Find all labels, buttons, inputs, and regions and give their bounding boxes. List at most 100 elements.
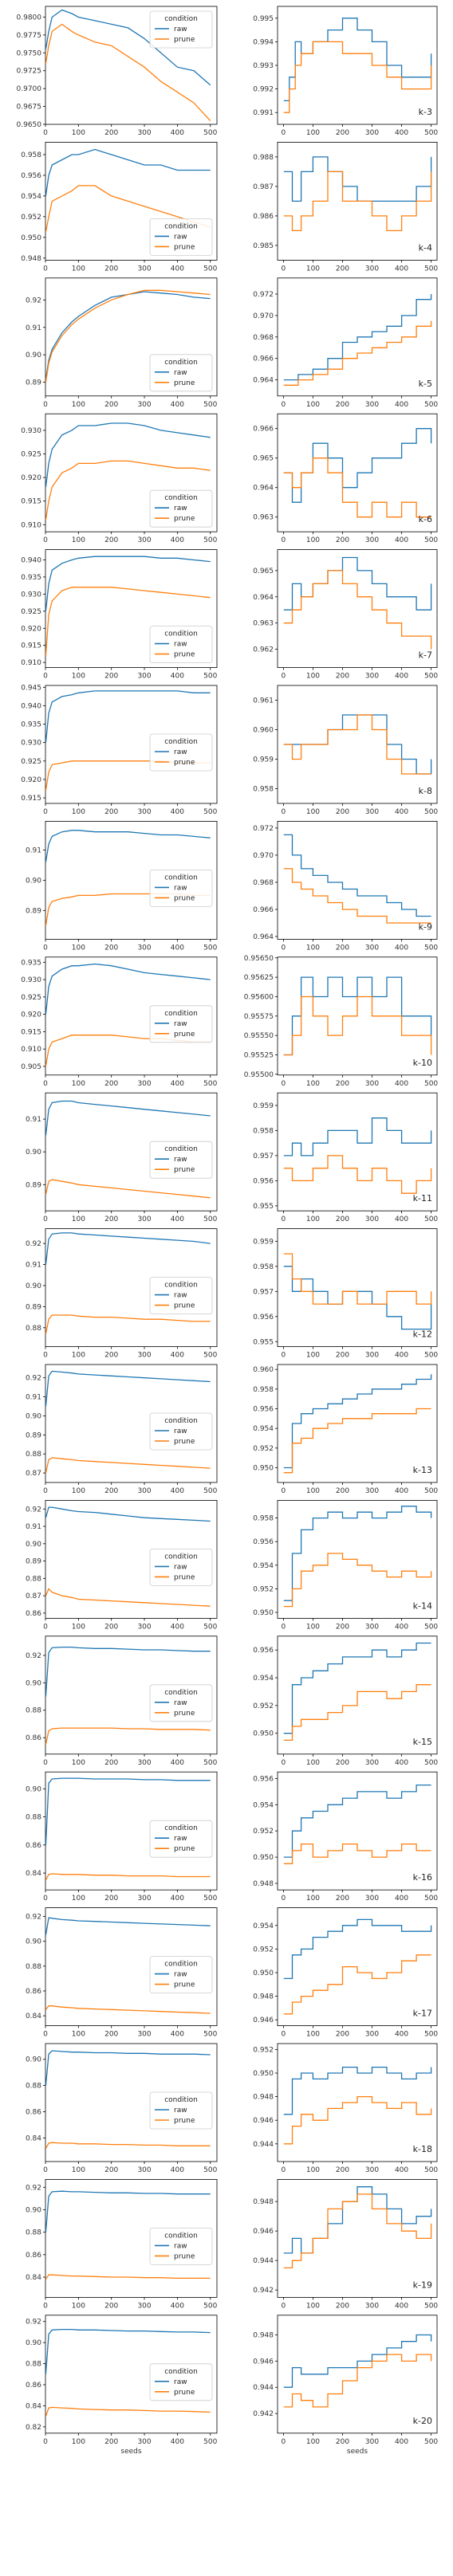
x-tick-label: 400 (171, 2302, 184, 2310)
y-tick-label: 0.955 (253, 1338, 274, 1346)
x-tick-label: 0 (282, 401, 286, 409)
y-tick-label: 0.925 (21, 451, 41, 459)
x-tick-label: 200 (336, 1895, 349, 1903)
y-tick-label: 0.966 (253, 355, 274, 363)
y-tick-label: 0.948 (253, 2198, 274, 2206)
legend-label-prune: prune (174, 894, 195, 902)
x-tick-label: 400 (395, 536, 408, 544)
x-tick-label: 100 (72, 2031, 85, 2039)
x-tick-label: 0 (43, 401, 48, 409)
y-tick-label: 0.89 (26, 1558, 41, 1566)
x-axis-label-left: seeds (120, 2448, 141, 2456)
x-tick-label: 200 (336, 129, 349, 137)
x-tick-label: 400 (395, 401, 408, 409)
x-tick-label: 500 (203, 944, 217, 952)
y-tick-label: 0.950 (253, 1730, 274, 1738)
x-tick-label: 400 (395, 1080, 408, 1088)
y-tick-label: 0.988 (253, 154, 274, 162)
x-tick-label: 200 (336, 265, 349, 273)
panel-label: k-8 (419, 786, 432, 796)
y-tick-label: 0.92 (26, 1375, 41, 1383)
y-tick-label: 0.86 (26, 2382, 41, 2389)
x-tick-label: 400 (171, 401, 184, 409)
y-tick-label: 0.89 (26, 1181, 41, 1189)
x-tick-label: 400 (171, 2031, 184, 2039)
y-tick-label: 0.956 (253, 1647, 274, 1655)
x-tick-label: 0 (43, 944, 48, 952)
series-line-prune (283, 2354, 432, 2408)
legend-label-prune: prune (174, 1981, 195, 1989)
series-line-raw (45, 2328, 211, 2374)
x-tick-label: 300 (137, 2438, 151, 2446)
y-tick-label: 0.944 (253, 2257, 274, 2265)
x-tick-label: 100 (306, 1895, 320, 1903)
x-tick-label: 500 (424, 1487, 438, 1495)
x-tick-label: 0 (282, 1352, 286, 1360)
left-panel-15: 0.84 0.86 0.88 0.90 0 100 200 300 400 500 conditio… (26, 2043, 218, 2174)
x-tick-label: 200 (336, 2166, 349, 2174)
series-line-prune (283, 1684, 431, 1742)
x-tick-label: 100 (72, 1895, 85, 1903)
series-line-prune (283, 1553, 432, 1608)
x-tick-label: 100 (306, 1759, 320, 1767)
x-tick-label: 300 (137, 2302, 151, 2310)
x-tick-label: 200 (104, 1352, 118, 1360)
x-tick-label: 400 (171, 2438, 184, 2446)
series-line-raw (283, 1374, 432, 1469)
x-tick-label: 200 (104, 673, 118, 681)
left-panel-8: 0.89 0.90 0.91 0 100 200 300 400 500 condition raw… (26, 1092, 218, 1223)
x-tick-label: 200 (336, 1352, 349, 1360)
left-panel-14: 0.84 0.86 0.88 0.90 0.92 0 100 200 300 400 500 cond… (26, 1907, 218, 2039)
x-tick-label: 200 (336, 2302, 349, 2310)
x-tick-label: 500 (203, 1352, 217, 1360)
series-line-prune (283, 1843, 431, 1864)
y-tick-label: 0.87 (26, 1592, 41, 1600)
y-tick-label: 0.945 (21, 684, 41, 692)
y-tick-label: 0.90 (26, 2339, 41, 2347)
y-tick-label: 0.957 (253, 1288, 274, 1296)
x-tick-label: 0 (43, 2438, 48, 2446)
legend-title: condition (164, 1282, 198, 1290)
x-tick-label: 300 (365, 2438, 379, 2446)
y-tick-label: 0.956 (253, 1406, 274, 1414)
series-line-raw (283, 294, 432, 381)
y-tick-label: 0.91 (26, 846, 41, 854)
x-tick-label: 500 (424, 944, 438, 952)
x-tick-label: 100 (306, 2302, 320, 2310)
y-tick-label: 0.935 (21, 721, 41, 729)
y-tick-label: 0.970 (253, 852, 274, 860)
x-tick-label: 400 (395, 129, 408, 137)
y-tick-label: 0.963 (253, 514, 274, 522)
series-line-prune (45, 1314, 211, 1334)
series-line-raw (45, 422, 211, 488)
x-tick-label: 0 (43, 808, 48, 816)
x-tick-label: 500 (424, 1080, 438, 1088)
series-line-prune (45, 1179, 211, 1199)
y-tick-label: 0.935 (21, 574, 41, 582)
x-tick-label: 400 (395, 265, 408, 273)
legend-title: condition (164, 1689, 198, 1697)
x-tick-label: 500 (424, 401, 438, 409)
x-tick-label: 300 (365, 129, 379, 137)
left-panel-17: 0.82 0.84 0.86 0.88 0.90 0.92 0 100 200 300 400 500… (26, 2315, 218, 2446)
left-panel-10: 0.87 0.88 0.89 0.90 0.91 0.92 0 100 200 300 400 500… (26, 1364, 218, 1495)
x-tick-label: 400 (395, 673, 408, 681)
y-tick-label: 0.950 (253, 1969, 274, 1977)
x-tick-label: 400 (395, 2302, 408, 2310)
x-tick-label: 500 (203, 673, 217, 681)
panel-label: k-4 (419, 242, 432, 253)
x-tick-label: 300 (137, 1352, 151, 1360)
series-line-prune (45, 185, 211, 233)
legend: condition raw prune (149, 2091, 213, 2130)
y-tick-label: 0.964 (253, 485, 274, 493)
panel-label: k-14 (413, 1600, 432, 1611)
x-tick-label: 400 (395, 1895, 408, 1903)
x-tick-label: 100 (72, 1623, 85, 1631)
legend-title: condition (164, 1824, 198, 1832)
series-line-prune (45, 460, 211, 520)
x-tick-label: 500 (203, 1487, 217, 1495)
x-tick-label: 400 (171, 1895, 184, 1903)
y-tick-label: 0.958 (253, 1515, 274, 1523)
x-tick-label: 400 (395, 1487, 408, 1495)
legend-label-prune: prune (174, 1031, 195, 1039)
